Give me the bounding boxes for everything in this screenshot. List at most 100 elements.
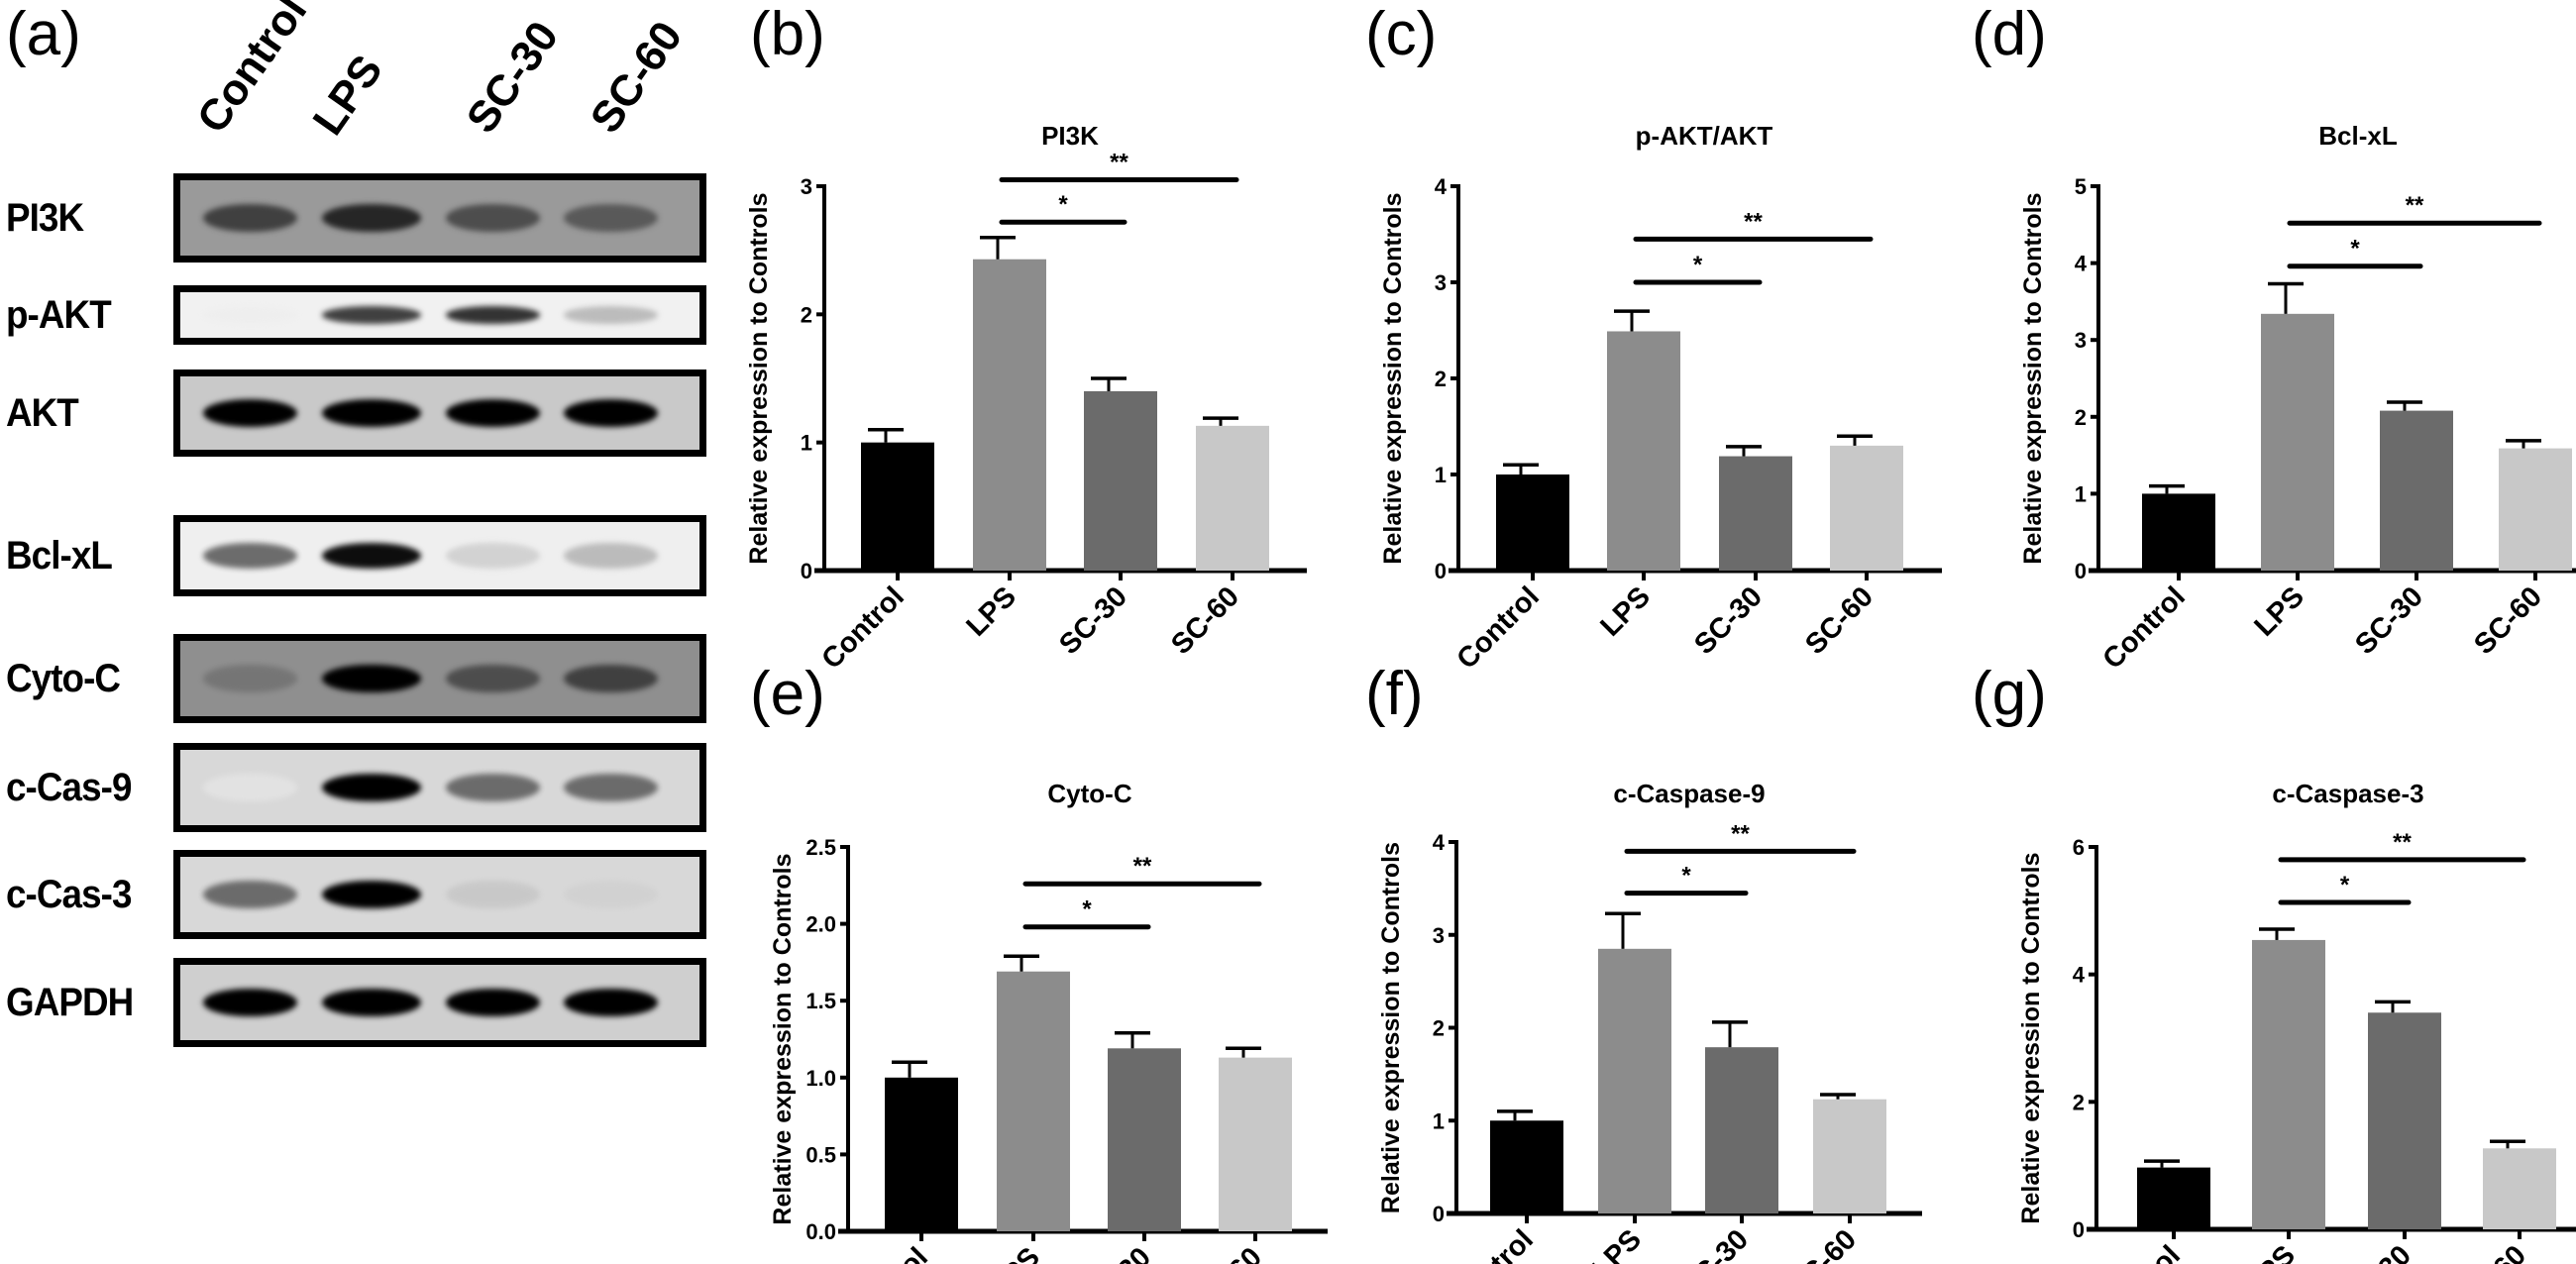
y-tick-label: 0 [1435, 559, 1447, 583]
chart-title: Cyto-C [1047, 779, 1131, 808]
x-tick-label: Control [2092, 1239, 2187, 1264]
blot-band [563, 664, 658, 693]
y-tick-label: 3 [1435, 270, 1447, 295]
x-tick-label: SC-30 [2349, 580, 2429, 661]
significance-marker: * [2340, 872, 2350, 898]
blot-strip [173, 173, 706, 263]
x-tick-label: Control [2096, 580, 2192, 676]
blot-band [563, 773, 658, 802]
y-tick-label: 2 [1433, 1016, 1445, 1041]
panel-letter-b: (b) [750, 0, 825, 68]
y-tick-label: 4 [2073, 963, 2086, 988]
blot-label: c-Cas-9 [6, 766, 132, 809]
y-tick-label: 1.0 [805, 1066, 836, 1091]
blot-label: PI3K [6, 196, 84, 240]
y-tick-label: 4 [1435, 174, 1448, 199]
panel-letter-d: (d) [1972, 0, 2047, 68]
blot-band [563, 203, 658, 233]
y-tick-label: 0 [2075, 559, 2087, 583]
blot-band [445, 664, 540, 693]
bar-sc-30 [1108, 1048, 1181, 1231]
x-tick-label: SC-60 [2468, 580, 2548, 661]
chart-title: p-AKT/AKT [1636, 121, 1773, 151]
blot-band [202, 306, 297, 324]
blot-band [202, 203, 297, 233]
chart-title: c-Caspase-9 [1613, 779, 1765, 808]
panel-letter-g: (g) [1972, 660, 2047, 728]
y-axis-label: Relative expression to Controls [2017, 852, 2045, 1223]
y-axis-label: Relative expression to Controls [1377, 842, 1405, 1213]
blot-strip [173, 634, 706, 723]
bar-lps [2252, 939, 2325, 1229]
blot-band [322, 398, 421, 428]
y-tick-label: 0.0 [805, 1219, 836, 1244]
blot-strip [173, 958, 706, 1047]
x-tick-label: SC-60 [1165, 580, 1245, 661]
x-tick-label: Control [1450, 580, 1546, 676]
blot-band [322, 773, 421, 802]
significance-marker: ** [1133, 853, 1152, 880]
blot-strip [173, 743, 706, 832]
blot-band [202, 880, 297, 909]
bar-sc-60 [1830, 445, 1903, 571]
blot-band [445, 543, 540, 569]
y-tick-label: 3 [801, 174, 812, 199]
y-axis-label: Relative expression to Controls [2019, 192, 2047, 564]
panel-letter-f: (f) [1365, 660, 1424, 728]
blot-label: Cyto-C [6, 657, 121, 700]
blot-band [202, 988, 297, 1017]
x-tick-label: SC-30 [1688, 580, 1769, 661]
bar-control [1490, 1120, 1563, 1213]
significance-marker: ** [1744, 208, 1763, 235]
x-tick-label: LPS [960, 580, 1022, 643]
x-tick-label: SC-60 [1188, 1241, 1268, 1264]
bar-sc-30 [2380, 410, 2453, 571]
bar-control [861, 442, 934, 571]
bar-sc-30 [1084, 390, 1157, 571]
blot-band [202, 773, 297, 802]
y-tick-label: 4 [2075, 252, 2088, 276]
y-axis-label: Relative expression to Controls [769, 853, 797, 1224]
bar-lps [2261, 313, 2334, 571]
blot-strip [173, 285, 706, 345]
bar-sc-60 [2483, 1148, 2556, 1229]
chart-title: PI3K [1041, 121, 1099, 151]
y-tick-label: 1 [2075, 481, 2087, 506]
y-axis-label: Relative expression to Controls [1379, 192, 1407, 564]
chart-title: c-Caspase-3 [2272, 779, 2423, 808]
blot-band [202, 398, 297, 428]
y-tick-label: 6 [2073, 835, 2085, 860]
x-tick-label: SC-60 [2452, 1239, 2532, 1264]
blot-band [322, 664, 421, 693]
blot-band [563, 398, 658, 428]
blot-band [445, 988, 540, 1017]
y-tick-label: 0 [1433, 1202, 1445, 1226]
bar-lps [973, 259, 1046, 571]
bar-sc-30 [1719, 456, 1792, 571]
y-tick-label: 0 [2073, 1217, 2085, 1242]
bar-control [2142, 493, 2215, 571]
x-tick-label: SC-60 [1799, 580, 1879, 661]
x-tick-label: LPS [984, 1241, 1046, 1264]
significance-marker: * [1058, 191, 1068, 218]
blot-label: Bcl-xL [6, 534, 113, 578]
blot-band [202, 664, 297, 693]
x-tick-label: Control [815, 580, 911, 676]
blot-band [322, 306, 421, 324]
bar-sc-60 [1219, 1057, 1292, 1231]
bar-sc-60 [1196, 425, 1269, 571]
blot-label: p-AKT [6, 293, 112, 337]
bar-lps [1598, 948, 1671, 1213]
blot-band [322, 988, 421, 1017]
y-tick-label: 2 [2073, 1090, 2085, 1114]
x-tick-label: SC-60 [1782, 1223, 1863, 1264]
y-tick-label: 0 [801, 559, 812, 583]
blot-band [445, 880, 540, 909]
y-tick-label: 5 [2075, 174, 2087, 199]
x-tick-label: LPS [1594, 580, 1657, 643]
blot-label: GAPDH [6, 981, 134, 1024]
x-tick-label: LPS [2248, 580, 2310, 643]
blot-band [563, 306, 658, 324]
significance-marker: ** [1731, 820, 1750, 847]
y-tick-label: 2 [801, 302, 812, 327]
